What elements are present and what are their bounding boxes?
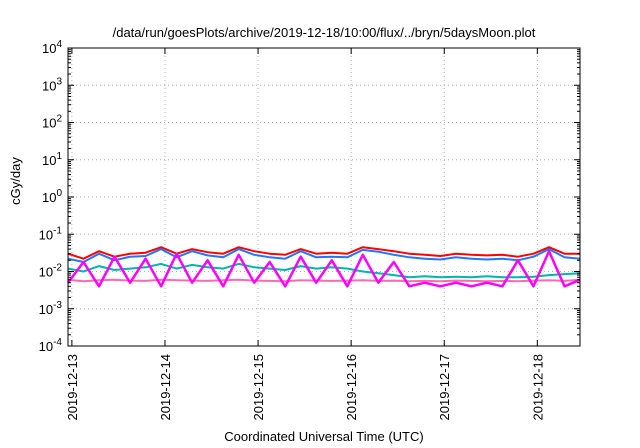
- x-tick-label: 2019-12-18: [530, 354, 545, 421]
- y-tick-label: 104: [42, 39, 62, 56]
- x-tick-label: 2019-12-17: [437, 354, 452, 421]
- series-line-3: [67, 262, 581, 279]
- series-line-2: [67, 248, 581, 263]
- y-tick-label: 102: [42, 114, 62, 131]
- series-line-5: [66, 249, 581, 288]
- y-tick-label: 101: [42, 151, 62, 168]
- series-group: [66, 246, 581, 288]
- x-tick-label: 2019-12-14: [158, 354, 173, 421]
- series-line-1: [67, 246, 580, 260]
- x-tick-label: 2019-12-15: [251, 354, 266, 421]
- y-axis: 10-4 10-3 10-2 10-1 100 101 102 103 104: [39, 39, 580, 354]
- series-line-4: [67, 278, 581, 283]
- y-tick-label: 10-2: [39, 263, 63, 280]
- grid: [68, 48, 580, 346]
- y-tick-label: 10-4: [39, 337, 63, 354]
- x-tick-label: 2019-12-13: [65, 354, 80, 421]
- y-tick-label: 10-1: [39, 225, 63, 242]
- chart-title: /data/run/goesPlots/archive/2019-12-18/1…: [113, 25, 536, 40]
- x-axis-title: Coordinated Universal Time (UTC): [224, 429, 423, 444]
- y-tick-label: 100: [42, 188, 62, 205]
- x-axis: 2019-12-13 2019-12-14 2019-12-15 2019-12-16…: [65, 48, 545, 421]
- y-tick-label: 103: [42, 76, 62, 93]
- x-tick-label: 2019-12-16: [344, 354, 359, 421]
- y-tick-label: 10-3: [39, 300, 63, 317]
- y-axis-title: cGy/day: [8, 157, 23, 205]
